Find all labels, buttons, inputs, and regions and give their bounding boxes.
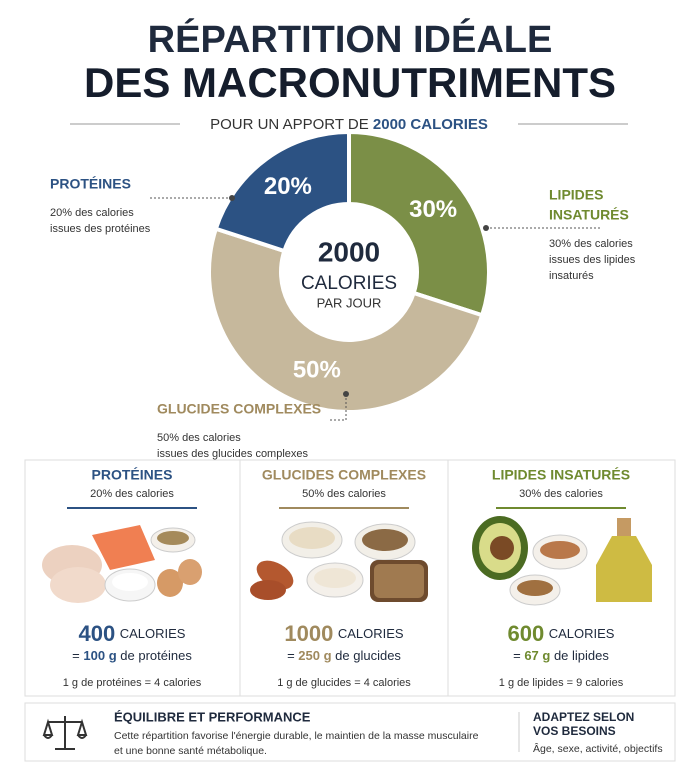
subtitle-prefix: POUR UN APPORT DE (210, 116, 369, 133)
grams-prefix: = (513, 648, 521, 663)
card-subtitle: 30% des calories (519, 488, 603, 500)
carb-foods (250, 521, 428, 602)
leader-dot (483, 225, 489, 231)
donut-slice (347, 129, 491, 318)
balance-icon (42, 716, 88, 750)
donut-hole (283, 206, 415, 338)
annotation-title: GLUCIDES COMPLEXES (157, 401, 321, 417)
grams-line: = 250 g de glucides (287, 648, 401, 663)
annotation-text: 30% des calories (549, 238, 633, 250)
grams-prefix: = (72, 648, 80, 663)
center-text: 2000 (318, 236, 380, 267)
annotation-text: issues des lipides (549, 254, 636, 266)
annotation-text: issues des protéines (50, 223, 151, 235)
annotation-text: 20% des calories (50, 207, 134, 219)
calories-line: 600 CALORIES (508, 621, 615, 646)
protein-foods (42, 525, 202, 603)
footer-side-title: ADAPTEZ SELON (533, 710, 634, 724)
calories-line: 1000 CALORIES (284, 621, 403, 646)
card-subtitle: 20% des calories (90, 488, 174, 500)
annotation-text: insaturés (549, 270, 594, 282)
footer-body: Cette répartition favorise l'énergie dur… (114, 730, 479, 742)
card-note: 1 g de glucides = 4 calories (277, 677, 411, 689)
calories-unit: CALORIES (120, 626, 186, 641)
annotation-title: INSATURÉS (549, 207, 629, 223)
grams-line: = 67 g de lipides (513, 648, 609, 663)
subtitle-highlight: 2000 CALORIES (373, 116, 488, 133)
fat-foods (472, 516, 652, 606)
calories-value: 400 (79, 621, 116, 646)
grams-prefix: = (287, 648, 295, 663)
slice-label: 50% (293, 356, 341, 383)
calories-unit: CALORIES (549, 626, 615, 641)
title: RÉPARTITION IDÉALE (148, 17, 553, 61)
annotation-text: 50% des calories (157, 432, 241, 444)
annotation-text: issues des glucides complexes (157, 448, 309, 460)
grams-line: = 100 g de protéines (72, 648, 192, 663)
grams-value: 100 g (83, 648, 116, 663)
card-title: PROTÉINES (92, 467, 173, 483)
footer-side-text: Âge, sexe, activité, objectifs (533, 742, 663, 755)
footer-title: ÉQUILIBRE ET PERFORMANCE (114, 709, 311, 724)
calories-line: 400 CALORIES (79, 621, 186, 646)
grams-suffix: de glucides (335, 648, 401, 663)
annotation-title: PROTÉINES (50, 176, 131, 192)
calories-unit: CALORIES (338, 626, 404, 641)
donut-slice (213, 129, 351, 254)
donut-slice (207, 226, 485, 414)
grams-value: 67 g (524, 648, 550, 663)
subtitle: POUR UN APPORT DE 2000 CALORIES (210, 116, 488, 133)
cards: PROTÉINES 20% des calories 400 CALORIES = 1… (63, 467, 630, 689)
card-title: LIPIDES INSATURÉS (492, 467, 630, 483)
card-subtitle: 50% des calories (302, 488, 386, 500)
leader-dot (343, 391, 349, 397)
card-title: GLUCIDES COMPLEXES (262, 467, 426, 483)
leader-line (330, 394, 347, 421)
slice-label: 30% (409, 196, 457, 223)
slice-label: 20% (264, 173, 312, 200)
annotation-title: LIPIDES (549, 187, 603, 203)
calories-value: 600 (508, 621, 545, 646)
card-note: 1 g de protéines = 4 calories (63, 677, 202, 689)
center-text: PAR JOUR (317, 295, 382, 310)
grams-suffix: de lipides (554, 648, 609, 663)
grams-value: 250 g (298, 648, 331, 663)
title: DES MACRONUTRIMENTS (84, 59, 616, 106)
footer-side-title: VOS BESOINS (533, 724, 616, 738)
center-text: CALORIES (301, 273, 397, 294)
calories-value: 1000 (284, 621, 333, 646)
grams-suffix: de protéines (120, 648, 192, 663)
leader-dot (229, 195, 235, 201)
footer-body: et une bonne santé métabolique. (114, 745, 267, 757)
footer-frame (24, 702, 676, 762)
card-note: 1 g de lipides = 9 calories (499, 677, 624, 689)
